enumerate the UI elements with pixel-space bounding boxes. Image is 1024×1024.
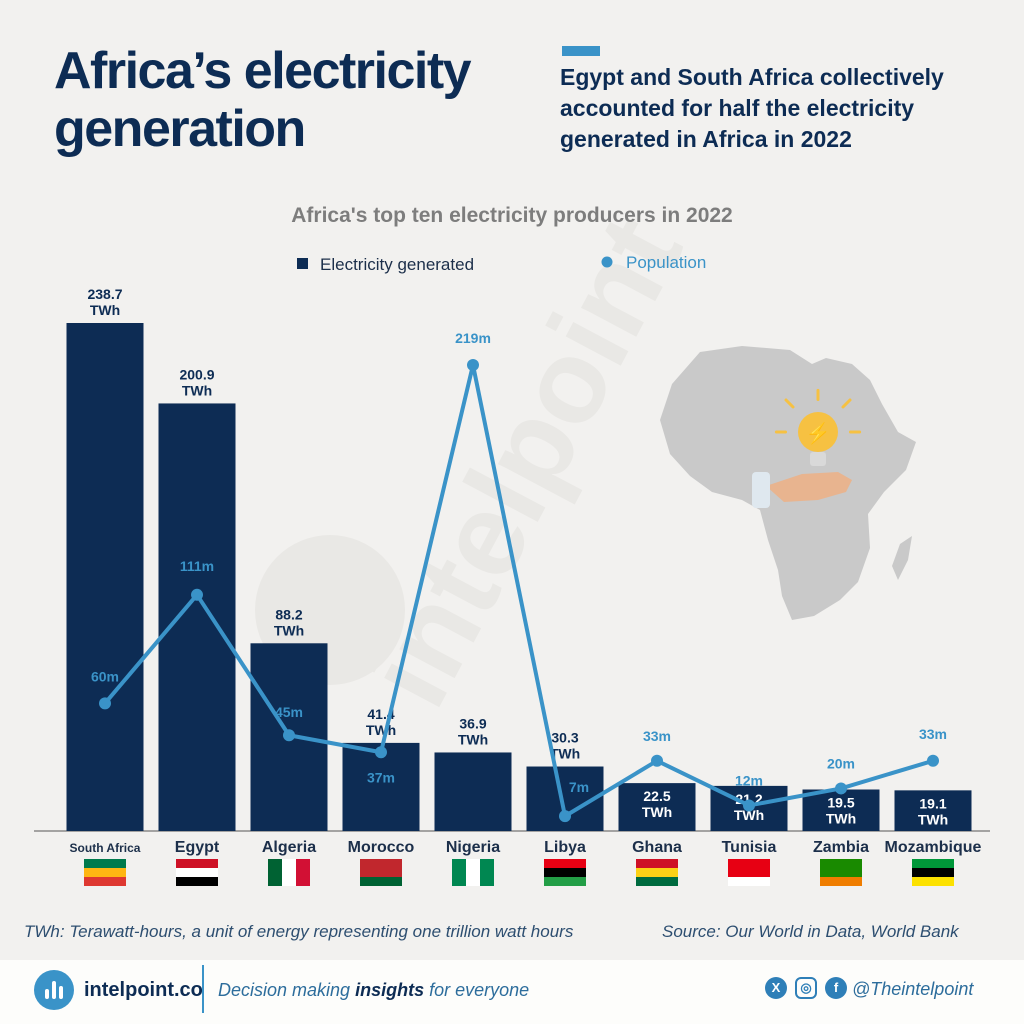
bar-unit-label: TWh <box>90 302 120 318</box>
footer: intelpoint.co Decision making insights f… <box>0 960 1024 1024</box>
population-point <box>375 746 387 759</box>
bar-value-label: 88.2 <box>275 606 302 622</box>
population-label: 7m <box>569 779 589 795</box>
flag-icon <box>912 859 954 886</box>
flag-icon <box>452 859 494 886</box>
hand-icon <box>766 472 852 502</box>
bar-unit-label: TWh <box>550 746 580 762</box>
intelpoint-logo-icon <box>34 970 74 1010</box>
lightbulb-icon <box>798 412 838 452</box>
category-label: Zambia <box>813 839 869 856</box>
accent-bar <box>562 46 600 56</box>
bar-zambia <box>802 789 880 831</box>
flag-icon <box>360 859 402 886</box>
bar-unit-label: TWh <box>734 807 764 823</box>
bar-unit-label: TWh <box>366 722 396 738</box>
bar-value-label: 36.9 <box>459 715 486 731</box>
flag-icon <box>728 859 770 886</box>
category-label: Ghana <box>632 839 682 856</box>
flag-icon <box>84 859 126 886</box>
chart-title: Africa's top ten electricity producers i… <box>291 204 732 227</box>
category-label: Tunisia <box>722 839 777 856</box>
population-point <box>559 810 571 823</box>
legend-electricity-label: Electricity generated <box>320 255 474 274</box>
flag-icon <box>268 859 310 886</box>
category-label: Egypt <box>175 839 220 856</box>
category-label: Mozambique <box>885 839 982 856</box>
bar-unit-label: TWh <box>918 811 948 827</box>
bar-mozambique <box>894 790 972 831</box>
category-label: Algeria <box>262 839 316 856</box>
bar-unit-label: TWh <box>826 811 856 827</box>
population-label: 20m <box>827 755 855 771</box>
subheadline: Egypt and South Africa collectively acco… <box>560 64 944 152</box>
bar-value-label: 30.3 <box>551 730 578 746</box>
population-label: 37m <box>367 769 395 785</box>
population-point <box>467 359 479 371</box>
category-label: South Africa <box>70 841 141 855</box>
bar-egypt <box>158 403 236 831</box>
population-label: 45m <box>275 704 303 720</box>
population-point <box>99 697 111 710</box>
population-point <box>927 754 939 767</box>
category-label: Libya <box>544 839 586 856</box>
legend-population-swatch <box>601 256 613 268</box>
bar-value-label: 19.5 <box>827 795 854 811</box>
footer-tagline: Decision making insights for everyone <box>218 980 530 1000</box>
instagram-icon[interactable]: ◎ <box>795 977 817 999</box>
bar-value-label: 200.9 <box>179 366 214 382</box>
bar-unit-label: TWh <box>642 804 672 820</box>
population-label: 60m <box>91 668 119 684</box>
bar-ghana <box>618 783 696 831</box>
population-label: 111m <box>180 558 214 574</box>
sleeve-icon <box>752 472 770 508</box>
footer-divider <box>202 965 204 1013</box>
footer-handle[interactable]: @Theintelpoint <box>852 979 974 999</box>
population-point <box>283 729 295 742</box>
flag-icon <box>820 859 862 886</box>
x-icon[interactable]: X <box>765 977 787 999</box>
bar-unit-label: TWh <box>274 622 304 638</box>
footer-brand[interactable]: intelpoint.co <box>84 979 203 1001</box>
bar-unit-label: TWh <box>458 731 488 747</box>
facebook-icon[interactable]: f <box>825 977 847 999</box>
category-label: Nigeria <box>446 839 500 856</box>
population-label: 219m <box>455 330 491 346</box>
legend-population-label: Population <box>626 253 706 272</box>
population-line <box>103 363 934 819</box>
bar-value-label: 22.5 <box>643 788 670 804</box>
flag-icon <box>176 859 218 886</box>
bar-value-label: 19.1 <box>919 795 946 811</box>
lightbulb-base-icon <box>810 452 826 466</box>
population-point <box>835 782 847 795</box>
lightbulb-ray-icon <box>784 398 795 409</box>
bar-unit-label: TWh <box>182 382 212 398</box>
population-point <box>651 754 663 767</box>
flag-icon <box>636 859 678 886</box>
bar-south-africa <box>66 323 144 831</box>
population-point <box>743 799 755 812</box>
population-label: 33m <box>643 728 671 744</box>
population-point <box>191 588 203 601</box>
headline: Africa’s electricity generation <box>54 42 472 158</box>
watermark: intelpoint <box>342 196 708 727</box>
footnote-source: Source: Our World in Data, World Bank <box>662 922 959 941</box>
bar-nigeria <box>434 752 512 831</box>
madagascar-map <box>892 536 912 580</box>
category-label: Morocco <box>348 839 415 856</box>
legend-electricity-swatch <box>297 258 308 269</box>
bar-value-label: 238.7 <box>87 286 122 302</box>
population-label: 33m <box>919 726 947 742</box>
lightbulb-ray-icon <box>841 398 852 409</box>
bolt-icon: ⚡ <box>806 421 831 445</box>
flag-icon <box>544 859 586 886</box>
footnote-twh: TWh: Terawatt-hours, a unit of energy re… <box>24 922 574 941</box>
chart: intelpoint ⚡ Africa's top ten electricity … <box>34 196 990 886</box>
population-label: 12m <box>735 772 763 788</box>
